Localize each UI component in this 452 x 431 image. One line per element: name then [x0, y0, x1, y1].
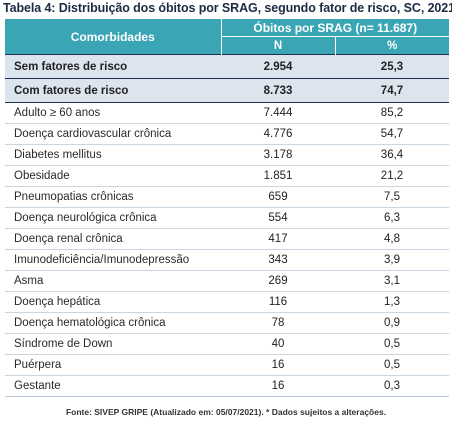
- row-n: 2.954: [221, 54, 335, 79]
- row-pct: 0,9: [335, 312, 449, 334]
- table-row: Doença neurológica crônica 554 6,3: [5, 207, 449, 229]
- row-label: Obesidade: [5, 165, 221, 187]
- row-n: 78: [221, 312, 335, 334]
- subheader-row: N %: [5, 36, 449, 55]
- header-pct: %: [335, 36, 449, 55]
- row-n: 417: [221, 228, 335, 250]
- row-pct: 0,3: [335, 375, 449, 397]
- row-pct: 85,2: [335, 102, 449, 124]
- row-label: Com fatores de risco: [5, 78, 221, 103]
- row-pct: 3,9: [335, 249, 449, 271]
- row-n: 40: [221, 333, 335, 355]
- summary-row: Com fatores de risco 8.733 74,7: [5, 78, 449, 103]
- row-n: 116: [221, 291, 335, 313]
- row-pct: 1,3: [335, 291, 449, 313]
- row-n: 4.776: [221, 123, 335, 145]
- risk-factor-table: Comorbidades Óbitos por SRAG (n= 11.687)…: [5, 19, 449, 397]
- summary-row: Sem fatores de risco 2.954 25,3: [5, 54, 449, 79]
- header-comorbidades: Comorbidades: [5, 19, 222, 55]
- row-pct: 25,3: [335, 54, 449, 79]
- header-row: Comorbidades Óbitos por SRAG (n= 11.687): [5, 19, 449, 55]
- row-n: 3.178: [221, 144, 335, 166]
- row-label: Adulto ≥ 60 anos: [5, 102, 221, 124]
- table-row: Doença cardiovascular crônica 4.776 54,7: [5, 123, 449, 145]
- table-row: Doença renal crônica 417 4,8: [5, 228, 449, 250]
- row-pct: 21,2: [335, 165, 449, 187]
- header-obitos: Óbitos por SRAG (n= 11.687): [221, 19, 449, 37]
- row-label: Doença hematológica crônica: [5, 312, 221, 334]
- table-row: Obesidade 1.851 21,2: [5, 165, 449, 187]
- table-row: Asma 269 3,1: [5, 270, 449, 292]
- table-row: Gestante 16 0,3: [5, 375, 449, 397]
- row-pct: 6,3: [335, 207, 449, 229]
- table-row: Puérpera 16 0,5: [5, 354, 449, 376]
- table-footer: Fonte: SIVEP GRIPE (Atualizado em: 05/07…: [65, 407, 387, 417]
- row-label: Síndrome de Down: [5, 333, 221, 355]
- row-n: 659: [221, 186, 335, 208]
- table-body: Sem fatores de risco 2.954 25,3 Com fatores…: [5, 54, 449, 397]
- row-label: Doença cardiovascular crônica: [5, 123, 221, 145]
- row-label: Sem fatores de risco: [5, 54, 221, 79]
- row-pct: 54,7: [335, 123, 449, 145]
- table-row: Síndrome de Down 40 0,5: [5, 333, 449, 355]
- row-n: 343: [221, 249, 335, 271]
- table-row: Doença hepática 116 1,3: [5, 291, 449, 313]
- row-pct: 4,8: [335, 228, 449, 250]
- row-n: 16: [221, 354, 335, 376]
- row-label: Imunodeficiência/Imunodepressão: [5, 249, 221, 271]
- row-label: Doença renal crônica: [5, 228, 221, 250]
- row-label: Asma: [5, 270, 221, 292]
- row-n: 269: [221, 270, 335, 292]
- table-row: Pneumopatias crônicas 659 7,5: [5, 186, 449, 208]
- row-n: 16: [221, 375, 335, 397]
- row-pct: 0,5: [335, 333, 449, 355]
- row-n: 554: [221, 207, 335, 229]
- table-row: Imunodeficiência/Imunodepressão 343 3,9: [5, 249, 449, 271]
- header-n: N: [221, 36, 336, 55]
- row-pct: 7,5: [335, 186, 449, 208]
- row-pct: 74,7: [335, 78, 449, 103]
- row-pct: 3,1: [335, 270, 449, 292]
- row-n: 7.444: [221, 102, 335, 124]
- row-n: 8.733: [221, 78, 335, 103]
- row-pct: 36,4: [335, 144, 449, 166]
- row-label: Puérpera: [5, 354, 221, 376]
- row-label: Doença neurológica crônica: [5, 207, 221, 229]
- row-label: Pneumopatias crônicas: [5, 186, 221, 208]
- table-row: Diabetes mellitus 3.178 36,4: [5, 144, 449, 166]
- table-title: Tabela 4: Distribuição dos óbitos por SR…: [3, 1, 452, 15]
- row-label: Doença hepática: [5, 291, 221, 313]
- table-row: Doença hematológica crônica 78 0,9: [5, 312, 449, 334]
- row-pct: 0,5: [335, 354, 449, 376]
- table-row: Adulto ≥ 60 anos 7.444 85,2: [5, 102, 449, 124]
- row-label: Gestante: [5, 375, 221, 397]
- row-n: 1.851: [221, 165, 335, 187]
- row-label: Diabetes mellitus: [5, 144, 221, 166]
